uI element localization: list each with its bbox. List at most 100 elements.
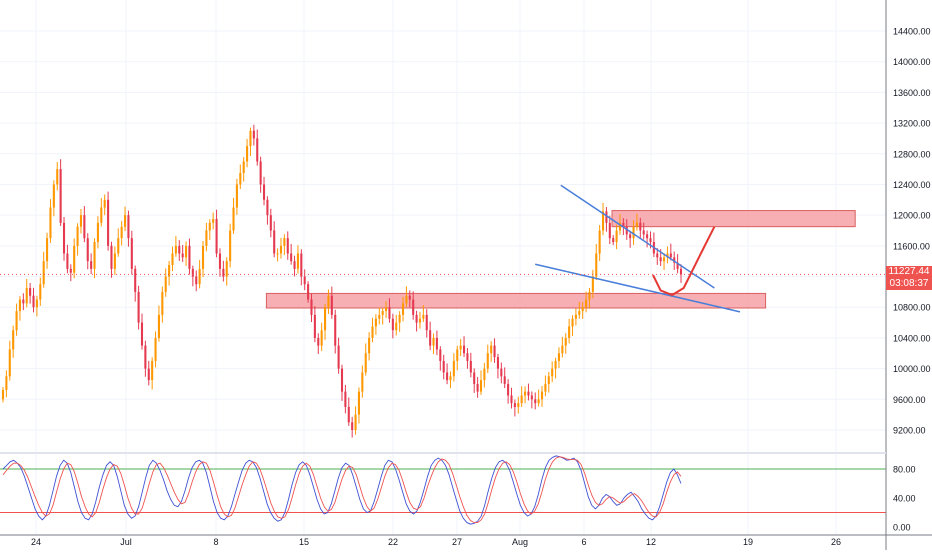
candle-body xyxy=(66,253,69,269)
last-price-badge: 11227.44 03:08:37 xyxy=(886,266,932,290)
candle-body xyxy=(473,372,476,384)
candle-body xyxy=(496,357,499,369)
candle-body xyxy=(208,222,211,231)
candle-body xyxy=(588,291,591,300)
candle-body xyxy=(540,391,544,400)
date-tick-label: 15 xyxy=(299,537,309,547)
date-tick-label: 12 xyxy=(646,537,656,547)
candle-body xyxy=(195,276,198,285)
candle-body xyxy=(381,311,384,315)
candle-body xyxy=(191,268,194,277)
candle-body xyxy=(503,376,506,384)
candle-body xyxy=(479,380,483,392)
candle-body xyxy=(520,395,523,404)
candle-body xyxy=(188,245,191,269)
candle-body xyxy=(286,238,289,254)
candle-body xyxy=(279,245,283,254)
zone-rect-1 xyxy=(265,292,767,309)
candle-body xyxy=(378,314,381,319)
candle-body xyxy=(388,307,391,319)
candle-body xyxy=(357,391,360,415)
candle-body xyxy=(422,314,425,319)
candle-body xyxy=(290,253,293,262)
candle-body xyxy=(340,368,344,392)
date-tick-label: 22 xyxy=(388,537,398,547)
candle-body xyxy=(198,268,201,285)
date-tick-label: Jul xyxy=(120,537,132,547)
candle-body xyxy=(591,276,594,292)
candle-body xyxy=(212,218,215,223)
candle-body xyxy=(62,222,66,254)
candle-body xyxy=(1,390,5,400)
candle-body xyxy=(618,222,622,231)
osc-tick-label: 40.00 xyxy=(893,494,916,504)
candle-body xyxy=(249,130,252,147)
candle-body xyxy=(483,368,486,381)
candle-body xyxy=(530,395,533,400)
candle-body xyxy=(676,262,679,269)
candle-body xyxy=(8,349,11,377)
candle-body xyxy=(110,245,113,269)
candle-body xyxy=(137,291,140,323)
candle-body xyxy=(46,238,49,262)
candle-body xyxy=(351,422,354,430)
candle-body xyxy=(93,242,96,269)
candle-body xyxy=(361,372,364,392)
candle-body xyxy=(659,257,662,262)
candle-body xyxy=(42,261,45,285)
candle-body xyxy=(130,238,133,269)
date-tick-label: Aug xyxy=(512,537,528,547)
candle-body xyxy=(649,238,652,243)
candle-body xyxy=(140,322,144,346)
trendlines[interactable] xyxy=(0,184,886,313)
candle-body xyxy=(574,314,577,319)
candle-body xyxy=(663,257,666,262)
candle-body xyxy=(435,337,438,350)
candle-body xyxy=(554,360,557,369)
price-tick-label: 9200.00 xyxy=(893,426,926,436)
support-resistance-zones[interactable] xyxy=(265,210,856,309)
candle-body xyxy=(337,345,340,369)
candle-body xyxy=(327,295,330,308)
candle-body xyxy=(476,383,479,392)
candle-body xyxy=(469,360,472,373)
candle-body xyxy=(466,353,469,361)
candle-body xyxy=(612,238,615,243)
candle-body xyxy=(418,318,422,323)
price-tick-label: 12400.00 xyxy=(893,180,931,190)
candle-body xyxy=(615,230,618,243)
date-tick-label: 26 xyxy=(831,537,841,547)
osc-tick-label: 0.00 xyxy=(893,523,911,533)
candle-body xyxy=(73,245,76,273)
candle-body xyxy=(32,295,35,308)
candle-body xyxy=(235,184,238,208)
candle-body xyxy=(225,261,228,277)
candle-body xyxy=(86,238,89,262)
price-tick-label: 11600.00 xyxy=(893,241,930,251)
osc-tick-label: 80.00 xyxy=(893,465,916,475)
candle-body xyxy=(246,146,249,162)
candle-body xyxy=(666,253,669,258)
candle-body xyxy=(307,284,310,300)
price-tick-label: 12000.00 xyxy=(893,211,931,221)
candle-body xyxy=(161,291,164,315)
candle-body xyxy=(317,337,320,346)
candle-body xyxy=(429,330,432,346)
candle-body xyxy=(598,230,601,254)
candle-body xyxy=(534,399,537,404)
candle-body xyxy=(283,238,286,246)
price-tick-label: 10800.00 xyxy=(893,303,931,313)
price-tick-label: 12800.00 xyxy=(893,149,931,159)
projected-path xyxy=(652,226,716,296)
candle-body xyxy=(517,403,520,407)
candle-body xyxy=(568,326,571,338)
candle-body xyxy=(452,360,455,377)
candle-body xyxy=(405,295,408,304)
candlesticks xyxy=(1,124,683,438)
candle-body xyxy=(632,226,635,239)
date-tick-label: 19 xyxy=(743,537,753,547)
candle-body xyxy=(123,215,127,227)
candle-body xyxy=(29,288,32,296)
